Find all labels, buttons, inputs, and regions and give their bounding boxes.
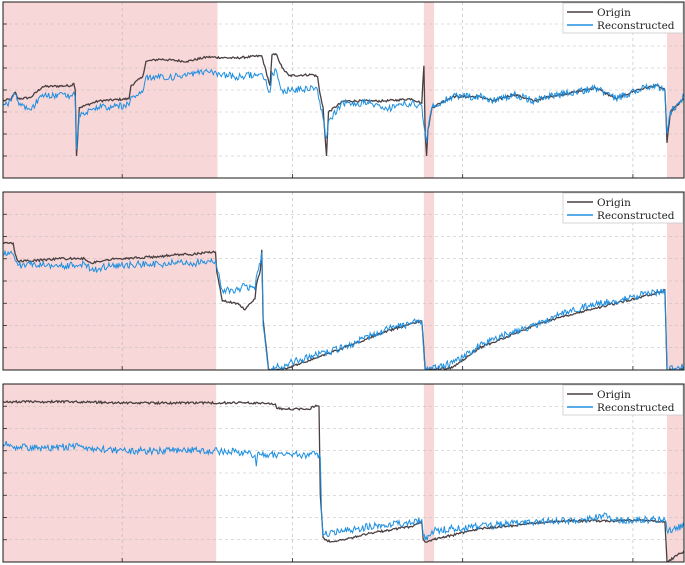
legend-label: Reconstructed	[597, 20, 675, 32]
legend-box	[562, 192, 684, 224]
legend-label: Reconstructed	[597, 210, 675, 222]
series-line-reconstructed	[3, 249, 684, 370]
plot-frame	[2, 191, 685, 371]
highlight-region	[423, 384, 435, 562]
legend-box	[562, 384, 684, 416]
highlight-region	[423, 192, 435, 370]
series-line-reconstructed	[3, 440, 684, 541]
plot-frame	[2, 1, 685, 179]
legend-label: Origin	[597, 389, 631, 401]
series-line-origin	[3, 241, 684, 370]
legend-box	[562, 2, 684, 34]
legend-label: Reconstructed	[597, 402, 675, 414]
legend-label: Origin	[597, 7, 631, 19]
highlight-region	[3, 192, 217, 370]
highlight-region	[423, 2, 435, 178]
series-line-reconstructed	[3, 68, 684, 150]
highlight-region	[3, 384, 217, 562]
legend-label: Origin	[597, 197, 631, 209]
plot-frame	[2, 383, 685, 563]
